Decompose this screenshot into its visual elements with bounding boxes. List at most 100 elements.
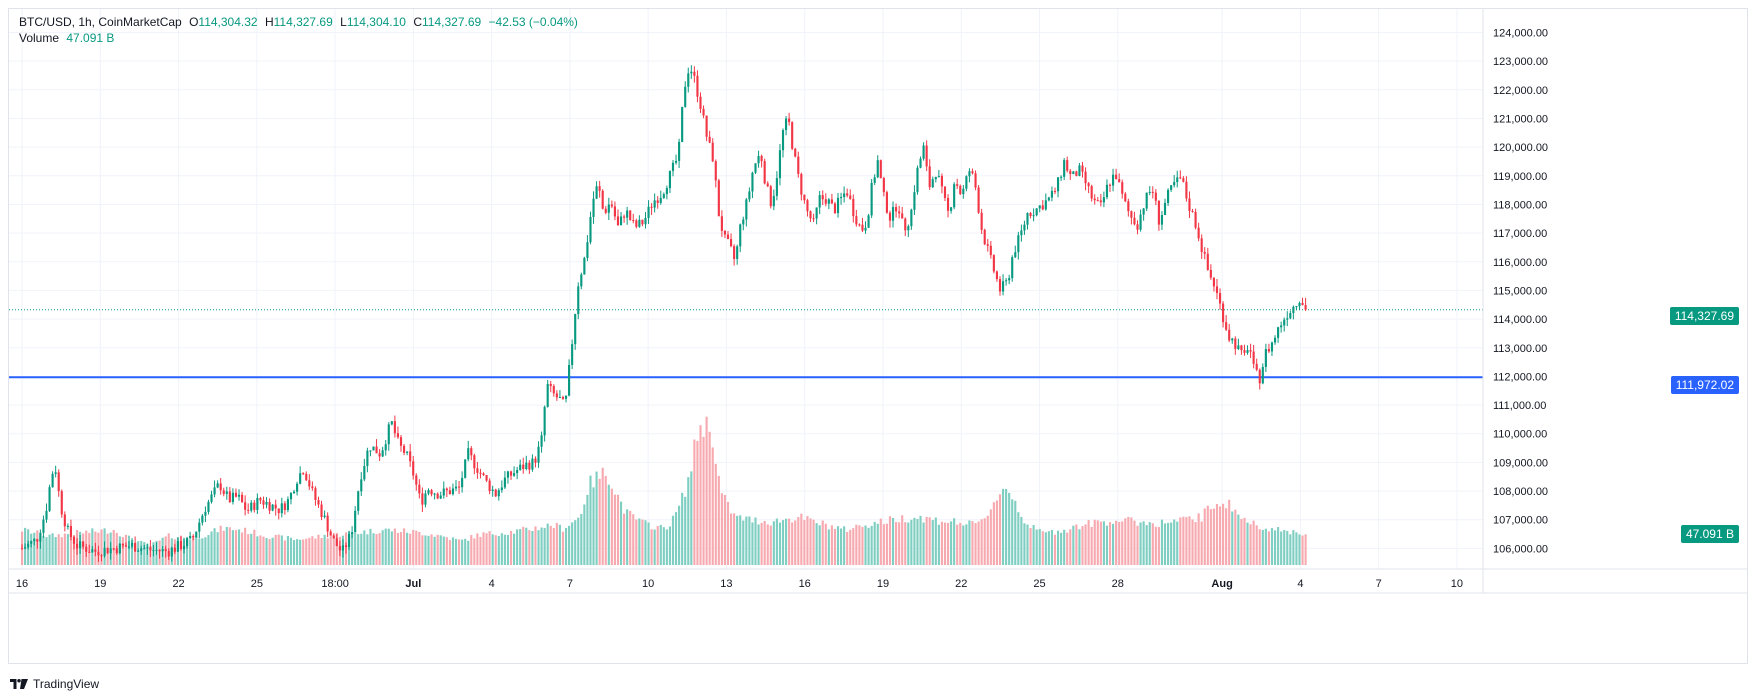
candle-body	[934, 176, 937, 180]
candle-body	[494, 489, 497, 497]
volume-bar	[922, 522, 925, 565]
candle-body	[1011, 257, 1014, 279]
candle-body	[1023, 224, 1026, 231]
volume-bar	[134, 542, 137, 565]
volume-bar	[693, 439, 696, 565]
volume-bar	[864, 525, 867, 565]
candle-body	[72, 536, 76, 544]
volume-bar	[635, 519, 638, 565]
candle-body	[1053, 190, 1057, 192]
candle-body	[387, 424, 390, 445]
candle-body	[433, 493, 436, 495]
volume-bar	[1044, 532, 1047, 565]
candle-body	[1298, 302, 1301, 307]
volume-bar	[898, 522, 901, 565]
volume-bar	[916, 518, 919, 565]
price-tick-label: 118,000.00	[1493, 199, 1547, 211]
candle-body	[1209, 269, 1212, 278]
price-tick-label: 110,000.00	[1493, 429, 1547, 441]
candle-body	[1047, 197, 1050, 201]
time-axis[interactable]: 16 19 22 25 18:00 Jul 4 7 10 13 16 19 22 25 28 Aug 4 7 10	[16, 578, 1463, 590]
candle-body	[650, 206, 653, 208]
volume-bar	[354, 532, 357, 565]
candle-body	[885, 192, 888, 213]
volume-bar	[586, 494, 589, 565]
candle-body	[653, 200, 656, 208]
candle-body	[244, 502, 247, 510]
volume-bar	[461, 539, 464, 565]
volume-bar	[250, 533, 253, 565]
candle-body	[1154, 192, 1157, 201]
volume-bar	[684, 496, 687, 565]
volume-bar	[1130, 517, 1133, 565]
candle-body	[616, 216, 620, 226]
candle-body	[461, 477, 464, 488]
volume-bar	[833, 528, 837, 565]
volume-bar	[326, 538, 329, 565]
candle-body	[586, 242, 589, 258]
volume-bar	[965, 524, 968, 565]
volume-bar	[1008, 492, 1011, 565]
candle-body	[130, 542, 134, 547]
volume-bar	[699, 425, 702, 565]
candle-body	[681, 106, 684, 142]
volume-bar	[210, 531, 213, 565]
candle-body	[1075, 171, 1078, 176]
volume-bar	[1261, 529, 1264, 565]
candle-body	[464, 459, 467, 478]
candle-body	[1270, 342, 1274, 352]
candle-body	[69, 525, 73, 537]
price-tick-label: 107,000.00	[1493, 515, 1548, 527]
candle-body	[1286, 318, 1289, 320]
price-level-tag[interactable]: 111,972.02	[1670, 376, 1739, 394]
volume-series	[20, 416, 1307, 565]
volume-bar	[1072, 525, 1075, 565]
candle-body	[1289, 313, 1292, 319]
volume-bar	[745, 516, 748, 565]
volume-bar	[888, 516, 892, 565]
volume-bar	[638, 518, 641, 565]
volume-bar	[754, 517, 757, 565]
candle-body	[112, 548, 115, 550]
candle-body	[540, 435, 543, 447]
candle-body	[809, 211, 812, 219]
volume-bar	[234, 530, 238, 565]
volume-bar	[696, 440, 699, 565]
candle-body	[800, 173, 803, 195]
candle-body	[329, 531, 332, 536]
candle-body	[351, 532, 354, 534]
price-chart[interactable]: 106,000.00 107,000.00 108,000.00 109,000.00…	[9, 9, 1748, 664]
candle-body	[552, 386, 555, 394]
volume-bar	[531, 530, 534, 565]
candle-body	[1249, 350, 1252, 352]
candle-body	[742, 219, 745, 225]
branding[interactable]: TradingView	[10, 674, 99, 694]
chart-frame[interactable]: 106,000.00 107,000.00 108,000.00 109,000.00…	[8, 8, 1748, 664]
volume-bar	[375, 534, 378, 565]
candle-body	[106, 547, 109, 554]
volume-bar	[522, 526, 525, 565]
candle-body	[1280, 325, 1283, 328]
candle-body	[1163, 202, 1167, 216]
volume-label[interactable]: Volume	[19, 31, 60, 45]
candle-body	[516, 470, 519, 474]
candle-body	[1215, 286, 1219, 294]
volume-bar	[800, 513, 803, 565]
volume-bar	[274, 534, 277, 565]
candle-body	[843, 193, 846, 198]
candle-body	[736, 246, 739, 259]
candle-body	[662, 194, 665, 198]
volume-bar	[870, 525, 873, 565]
price-axis[interactable]: 106,000.00 107,000.00 108,000.00 109,000.00…	[1493, 27, 1548, 555]
candle-body	[424, 493, 427, 505]
symbol-title[interactable]: BTC/USD, 1h, CoinMarketCap	[19, 15, 182, 29]
candle-body	[888, 212, 892, 221]
volume-bar	[846, 531, 849, 565]
candle-body	[1035, 208, 1038, 216]
volume-bar	[247, 534, 250, 565]
candle-body	[965, 176, 968, 189]
volume-bar	[610, 488, 613, 565]
candle-body	[846, 193, 849, 196]
candle-body	[399, 437, 403, 446]
volume-bar	[1240, 518, 1243, 565]
